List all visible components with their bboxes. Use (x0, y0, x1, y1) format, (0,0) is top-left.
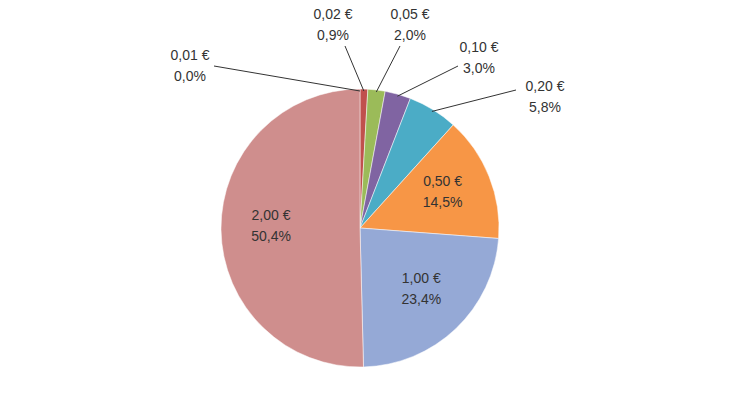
slice-value: 5,8% (529, 99, 561, 115)
pie-slice (360, 125, 499, 239)
slice-value: 0,9% (317, 27, 349, 43)
slice-category: 1,00 € (402, 270, 441, 286)
leader-line (397, 66, 458, 96)
slice-value: 14,5% (423, 194, 463, 210)
chart: 0,01 € 0,0% 0,02 € 0,9% 0,05 € 2,0% 0,10 € 3,0%… (0, 0, 730, 410)
slice-value: 3,0% (463, 60, 495, 76)
leader-line (376, 46, 400, 92)
slice-category: 0,01 € (171, 47, 210, 63)
slice-category: 0,02 € (314, 6, 353, 22)
leader-line (432, 90, 516, 111)
slice-value: 23,4% (401, 291, 441, 307)
pie (221, 89, 499, 367)
leader-line (345, 46, 364, 91)
slice-category: 0,20 € (526, 78, 565, 94)
leader-line (214, 66, 360, 91)
slice-category: 0,05 € (391, 6, 430, 22)
slice-value: 50,4% (251, 228, 291, 244)
slice-category: 0,10 € (460, 39, 499, 55)
slice-category: 0,50 € (423, 173, 462, 189)
slice-value: 2,0% (394, 27, 426, 43)
data-labels: 0,01 € 0,0% 0,02 € 0,9% 0,05 € 2,0% 0,10 € 3,0%… (171, 6, 565, 307)
slice-category: 2,00 € (252, 207, 291, 223)
pie-slice (360, 228, 499, 367)
slice-value: 0,0% (174, 68, 206, 84)
pie-slice (221, 89, 363, 367)
